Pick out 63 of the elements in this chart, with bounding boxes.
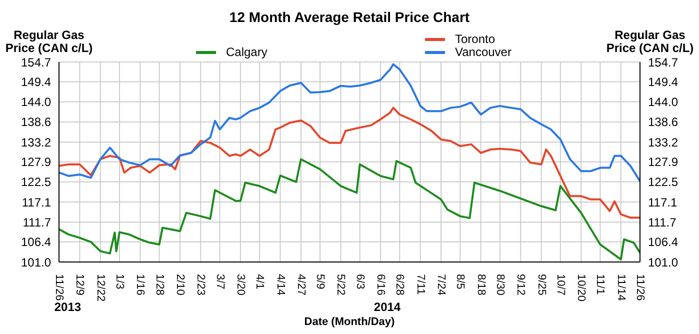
legend-label: Toronto bbox=[455, 32, 496, 46]
y2-axis-title: Regular Gas Price (CAN c/L) bbox=[605, 28, 695, 55]
x-tick-label: 6/3 bbox=[354, 274, 366, 290]
y-tick-label: 122.5 bbox=[20, 175, 52, 190]
x-tick-label: 7/11 bbox=[414, 274, 426, 295]
x-tick-label: 6/16 bbox=[374, 274, 387, 296]
x-tick-label: 9/12 bbox=[514, 274, 527, 296]
x-tick-label: 12/9 bbox=[74, 274, 86, 296]
y2-tick-label: 101.0 bbox=[648, 255, 678, 270]
x-tick-label: 1/16 bbox=[134, 274, 146, 296]
x-tick-label: 8/5 bbox=[454, 274, 466, 290]
legend-label: Vancouver bbox=[455, 45, 512, 59]
y2-tick-label: 122.5 bbox=[648, 175, 678, 190]
x-tick-label: 6/28 bbox=[394, 274, 406, 296]
y-tick-label: 154.7 bbox=[20, 55, 52, 70]
x-tick-label: 2/10 bbox=[174, 274, 186, 296]
y2-tick-label: 154.7 bbox=[648, 55, 678, 70]
y2-tick-label: 138.6 bbox=[648, 115, 678, 130]
y-tick-label: 106.4 bbox=[20, 235, 52, 250]
y2-tick-label: 149.4 bbox=[648, 75, 678, 89]
x-tick-label: 7/24 bbox=[435, 274, 448, 296]
x-tick-label: 12/22 bbox=[94, 274, 106, 302]
x-tick-label: 11/26 bbox=[53, 274, 65, 301]
x-tick-label: 8/18 bbox=[474, 274, 487, 296]
x-tick-label: 3/20 bbox=[234, 274, 246, 296]
x-tick-label: 4/1 bbox=[254, 274, 266, 290]
x-tick-label: 5/9 bbox=[314, 274, 326, 290]
y-tick-label: 127.9 bbox=[20, 155, 52, 170]
y2-tick-label: 144.0 bbox=[648, 95, 678, 110]
text: 2014 bbox=[372, 300, 402, 314]
x-tick-label: 1/3 bbox=[113, 274, 126, 290]
x-tick-label: 11/26 bbox=[634, 274, 646, 301]
y-tick-label: 149.4 bbox=[20, 75, 52, 89]
x-tick-label: 5/22 bbox=[334, 274, 347, 296]
x-tick-label: 4/27 bbox=[294, 274, 307, 296]
y2-tick-label: 106.4 bbox=[648, 235, 678, 250]
chart-title: 12 Month Average Retail Price Chart bbox=[228, 9, 471, 25]
y-tick-label: 133.2 bbox=[20, 135, 52, 150]
y-axis-title: Regular Gas Price (CAN c/L) bbox=[4, 28, 94, 55]
x-axis-title: Date (Month/Day) bbox=[303, 316, 396, 328]
x-tick-label: 10/7 bbox=[554, 274, 566, 296]
line-series bbox=[59, 106, 640, 219]
y-tick-label: 111.7 bbox=[22, 215, 52, 230]
x-tick-label: 10/20 bbox=[575, 274, 588, 302]
legend-label: Calgary bbox=[226, 45, 268, 59]
x-tick-label: 11/1 bbox=[594, 274, 606, 295]
x-tick-label: 3/7 bbox=[214, 274, 226, 290]
y-tick-label: 117.1 bbox=[22, 195, 52, 210]
y-tick-label: 138.6 bbox=[20, 115, 52, 130]
x-tick-label: 11/14 bbox=[614, 274, 627, 301]
y2-tick-label: 133.2 bbox=[648, 135, 678, 150]
y-tick-label: 144.0 bbox=[20, 95, 52, 110]
y2-tick-label: 117.1 bbox=[648, 195, 678, 210]
y2-tick-label: 127.9 bbox=[648, 155, 678, 170]
y2-tick-label: 111.7 bbox=[648, 215, 677, 230]
x-tick-label: 4/14 bbox=[274, 274, 286, 296]
y-tick-label: 101.0 bbox=[20, 255, 52, 270]
x-tick-label: 9/25 bbox=[535, 274, 548, 296]
x-tick-label: 1/28 bbox=[153, 274, 166, 296]
line-series bbox=[59, 63, 640, 182]
text: 2013 bbox=[53, 300, 82, 314]
x-tick-label: 8/30 bbox=[494, 274, 506, 296]
x-tick-label: 2/23 bbox=[194, 274, 207, 296]
